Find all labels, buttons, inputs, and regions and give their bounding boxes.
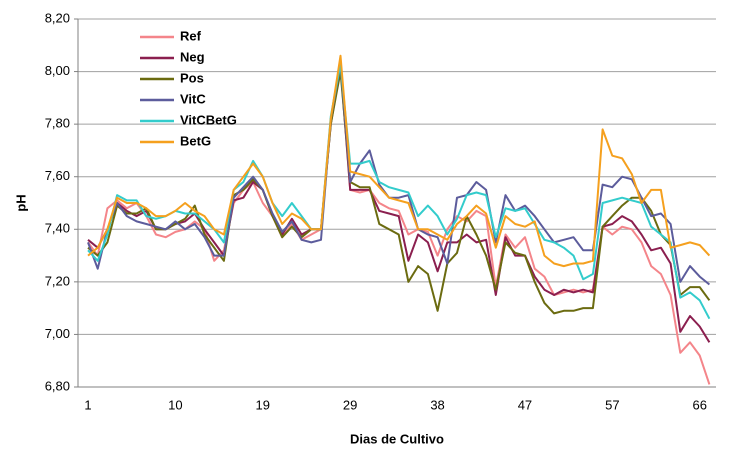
series-line — [87, 65, 711, 343]
x-axis-label: Dias de Cultivo — [350, 431, 444, 446]
series-line — [87, 62, 711, 320]
series-line — [87, 70, 711, 315]
series-line — [87, 54, 711, 268]
legend-label: VitC — [180, 91, 206, 106]
legend-label: Ref — [180, 28, 202, 43]
y-tick-label: 7,20 — [45, 273, 70, 288]
x-tick-label: 29 — [343, 397, 357, 412]
y-tick-label: 7,80 — [45, 116, 70, 131]
x-tick-label: 10 — [168, 397, 182, 412]
legend-label: Neg — [180, 49, 205, 64]
legend-label: VitCBetG — [180, 112, 237, 127]
x-tick-label: 57 — [605, 397, 619, 412]
x-tick-label: 47 — [518, 397, 532, 412]
y-axis-label: pH — [13, 194, 28, 211]
x-tick-label: 66 — [692, 397, 706, 412]
x-tick-label: 38 — [430, 397, 444, 412]
y-tick-label: 7,40 — [45, 221, 70, 236]
x-tick-label: 1 — [84, 397, 91, 412]
series-line — [87, 60, 711, 385]
y-tick-label: 7,00 — [45, 326, 70, 341]
legend-label: BetG — [180, 133, 211, 148]
plot-area — [78, 19, 716, 387]
series-line — [87, 62, 711, 286]
legend-label: Pos — [180, 70, 204, 85]
y-tick-label: 8,20 — [45, 10, 70, 25]
y-tick-label: 8,00 — [45, 63, 70, 78]
y-tick-label: 6,80 — [45, 378, 70, 393]
y-tick-label: 7,60 — [45, 168, 70, 183]
x-tick-label: 19 — [256, 397, 270, 412]
